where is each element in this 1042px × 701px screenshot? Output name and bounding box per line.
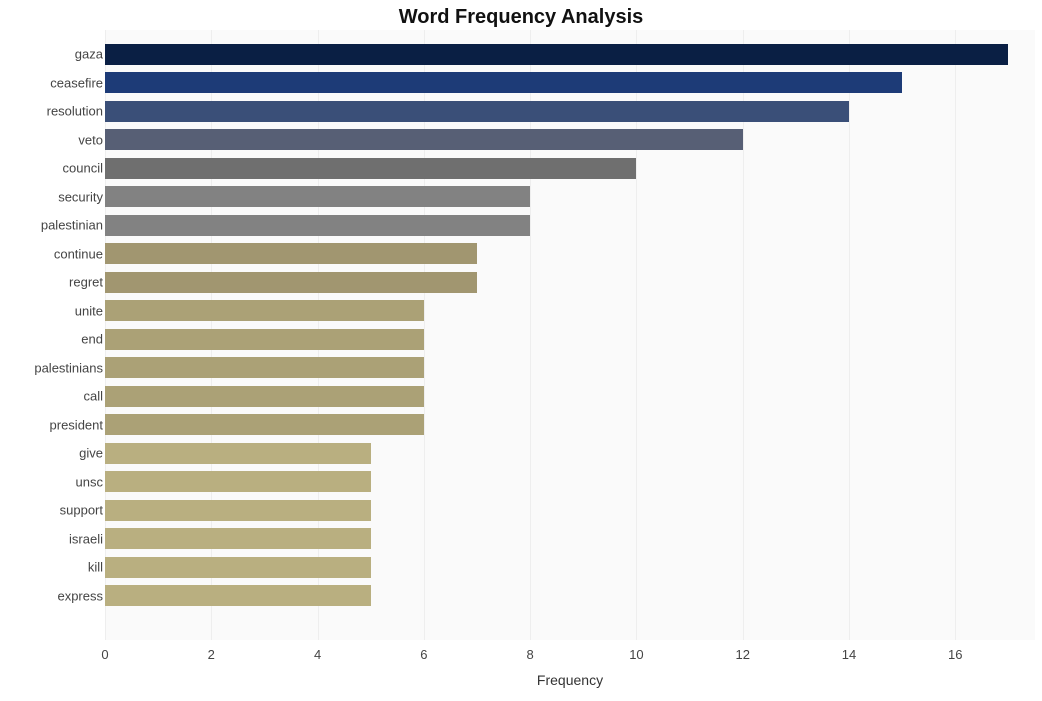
y-tick-label: unsc (76, 474, 103, 489)
bar (105, 215, 530, 236)
x-tick-label: 0 (101, 647, 108, 662)
bar (105, 585, 371, 606)
bar (105, 186, 530, 207)
y-tick-label: palestinians (34, 360, 103, 375)
y-tick-label: call (83, 389, 103, 404)
y-tick-label: gaza (75, 47, 103, 62)
y-tick-label: kill (88, 560, 103, 575)
chart-title: Word Frequency Analysis (0, 6, 1042, 29)
y-tick-label: ceasefire (50, 75, 103, 90)
bar (105, 471, 371, 492)
y-tick-label: express (57, 588, 103, 603)
bar (105, 272, 477, 293)
y-tick-label: support (60, 503, 103, 518)
x-tick-label: 12 (735, 647, 749, 662)
y-tick-label: give (79, 446, 103, 461)
x-tick-label: 16 (948, 647, 962, 662)
plot-area: Frequency 0246810121416gazaceasefirereso… (105, 30, 1035, 640)
y-tick-label: council (63, 161, 103, 176)
y-tick-label: resolution (47, 104, 103, 119)
y-tick-label: president (50, 417, 103, 432)
bar (105, 357, 424, 378)
bar (105, 528, 371, 549)
chart-container: Word Frequency Analysis Frequency 024681… (0, 0, 1042, 701)
gridline (849, 30, 850, 640)
bar (105, 557, 371, 578)
bar (105, 300, 424, 321)
x-tick-label: 4 (314, 647, 321, 662)
gridline (743, 30, 744, 640)
bar (105, 101, 849, 122)
y-tick-label: security (58, 189, 103, 204)
y-tick-label: palestinian (41, 218, 103, 233)
y-tick-label: regret (69, 275, 103, 290)
bar (105, 72, 902, 93)
x-axis-title: Frequency (105, 672, 1035, 688)
x-tick-label: 10 (629, 647, 643, 662)
x-tick-label: 8 (527, 647, 534, 662)
x-tick-label: 6 (420, 647, 427, 662)
bar (105, 129, 743, 150)
gridline (636, 30, 637, 640)
x-tick-label: 2 (208, 647, 215, 662)
bar (105, 44, 1008, 65)
bar (105, 158, 636, 179)
gridline (955, 30, 956, 640)
bar (105, 386, 424, 407)
bar (105, 443, 371, 464)
bar (105, 500, 371, 521)
y-tick-label: israeli (69, 531, 103, 546)
y-tick-label: unite (75, 303, 103, 318)
gridline (424, 30, 425, 640)
x-tick-label: 14 (842, 647, 856, 662)
y-tick-label: veto (78, 132, 103, 147)
gridline (530, 30, 531, 640)
bar (105, 329, 424, 350)
y-tick-label: end (81, 332, 103, 347)
bar (105, 243, 477, 264)
bar (105, 414, 424, 435)
y-tick-label: continue (54, 246, 103, 261)
